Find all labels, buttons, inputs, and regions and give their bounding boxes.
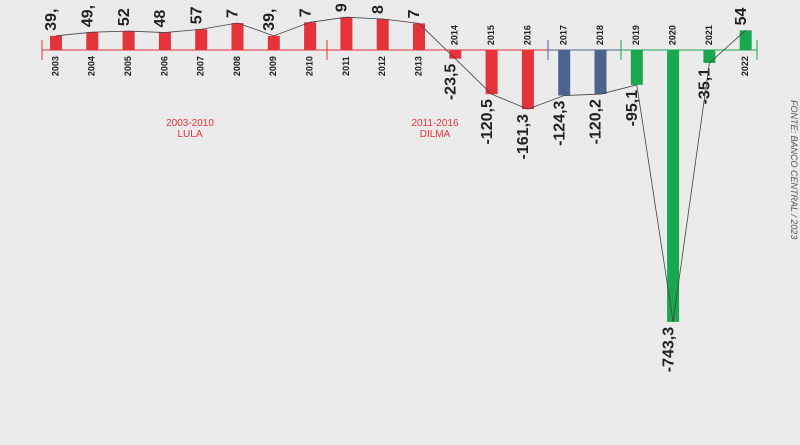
bar xyxy=(50,35,62,51)
value-label: 39, xyxy=(43,9,60,31)
x-tick-label: 2011 xyxy=(341,56,351,76)
bar xyxy=(449,50,462,59)
bar xyxy=(195,29,208,51)
x-tick-label: 2007 xyxy=(196,56,206,76)
period-name: LULA xyxy=(177,129,202,140)
value-label: -35,1 xyxy=(697,68,714,105)
bar xyxy=(158,32,171,51)
x-tick-label: 2003 xyxy=(50,56,60,76)
value-label: 7 xyxy=(297,8,314,17)
x-tick-label: 2022 xyxy=(740,56,750,76)
value-label: 39, xyxy=(261,9,278,31)
source: FONTE: BANCO CENTRAL / 2023 xyxy=(789,100,799,239)
x-tick-label: 2018 xyxy=(595,25,605,45)
bar xyxy=(86,32,99,51)
period-years: 2003-2010 xyxy=(166,118,214,129)
x-tick-label: 2006 xyxy=(159,56,169,76)
x-tick-label: 2012 xyxy=(377,56,387,76)
x-tick-label: 2005 xyxy=(123,56,133,76)
value-label: 54 xyxy=(733,7,750,25)
bar xyxy=(413,23,425,51)
x-tick-label: 2014 xyxy=(450,25,460,45)
bar xyxy=(558,50,571,96)
bar xyxy=(594,50,607,95)
x-tick-label: 2016 xyxy=(522,25,532,45)
bar xyxy=(485,50,498,95)
value-label: 7 xyxy=(225,9,242,18)
trend-line xyxy=(55,16,746,322)
bar xyxy=(521,50,534,110)
x-tick-label: 2020 xyxy=(667,25,677,45)
value-label: 52 xyxy=(116,8,133,26)
bar xyxy=(667,50,680,322)
value-label: -95,1 xyxy=(624,90,641,127)
value-label: 7 xyxy=(406,9,423,18)
x-tick-label: 2019 xyxy=(631,25,641,45)
x-tick-label: 2008 xyxy=(232,56,242,76)
value-label: 49, xyxy=(80,5,97,27)
bar xyxy=(630,50,643,85)
value-label: -120,5 xyxy=(479,99,496,144)
bar xyxy=(703,50,716,63)
period-name: DILMA xyxy=(420,129,451,140)
x-tick-label: 2010 xyxy=(304,56,314,76)
x-tick-label: 2013 xyxy=(413,56,423,76)
bar xyxy=(376,19,389,51)
x-tick-label: 2015 xyxy=(486,25,496,45)
value-label: -124,3 xyxy=(551,100,568,145)
value-label: 48 xyxy=(152,10,169,28)
bar xyxy=(122,31,135,51)
value-label: -23,5 xyxy=(443,64,460,101)
x-tick-label: 2009 xyxy=(268,56,278,76)
value-label: -161,3 xyxy=(515,114,532,159)
x-tick-label: 2004 xyxy=(87,56,97,76)
value-label: -743,3 xyxy=(660,327,677,372)
bar xyxy=(267,35,280,51)
bar xyxy=(340,17,353,51)
x-tick-label: 2021 xyxy=(704,25,714,45)
value-label: 9 xyxy=(334,3,351,12)
value-label: 57 xyxy=(188,6,205,24)
value-label: 8 xyxy=(370,5,387,14)
bar xyxy=(304,22,317,51)
value-label: -120,2 xyxy=(588,99,605,144)
bar xyxy=(231,23,244,51)
bar xyxy=(739,30,752,51)
period-years: 2011-2016 xyxy=(411,118,459,129)
x-tick-label: 2017 xyxy=(559,25,569,45)
